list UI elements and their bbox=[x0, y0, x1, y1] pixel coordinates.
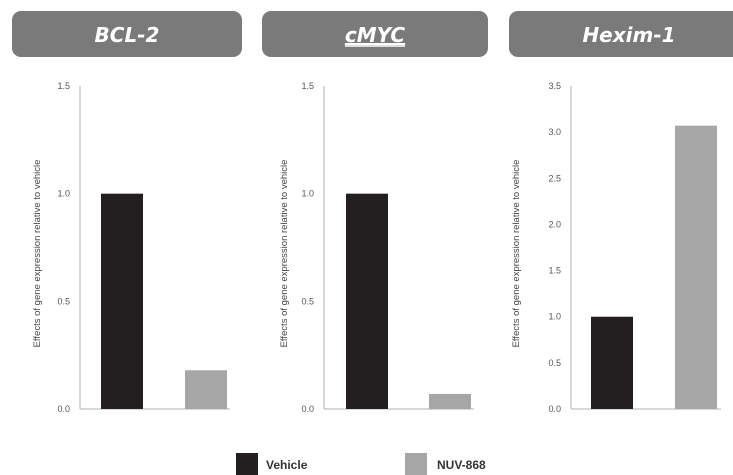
legend-label-vehicle: Vehicle bbox=[266, 458, 308, 472]
y-tick-label-cmyc: 0.5 bbox=[301, 296, 314, 306]
panel-hexim1: Hexim-1 0.0 0.5 1.0 1.5 2.0 2.5 3.0 3.5 Effects o… bbox=[509, 11, 733, 414]
bar-bcl2-vehicle bbox=[101, 193, 143, 409]
y-tick-label-cmyc: 1.5 bbox=[301, 81, 314, 91]
y-tick-label-hexim1: 2.0 bbox=[548, 219, 561, 229]
y-axis-label-bcl2: Effects of gene expression relative to v… bbox=[32, 160, 43, 348]
y-tick-label-cmyc: 0.0 bbox=[301, 404, 314, 414]
y-tick-label-bcl2: 1.5 bbox=[57, 81, 70, 91]
legend: Vehicle NUV-868 bbox=[236, 453, 486, 475]
y-tick-label-cmyc: 1.0 bbox=[301, 189, 314, 199]
y-tick-label-hexim1: 3.5 bbox=[548, 81, 561, 91]
y-tick-label-hexim1: 1.0 bbox=[548, 312, 561, 322]
bar-hexim1-vehicle bbox=[591, 316, 633, 409]
bar-cmyc-nuv-868 bbox=[429, 393, 471, 409]
panel-header-bcl2 bbox=[12, 11, 242, 57]
y-tick-label-bcl2: 0.5 bbox=[57, 296, 70, 306]
legend-swatch-nuv-868 bbox=[405, 453, 427, 475]
panel-header-cmyc bbox=[262, 11, 488, 57]
y-tick-label-hexim1: 2.5 bbox=[548, 173, 561, 183]
y-tick-label-hexim1: 3.0 bbox=[548, 127, 561, 137]
y-tick-label-bcl2: 0.0 bbox=[57, 404, 70, 414]
panel-title-cmyc: cMYC bbox=[345, 23, 406, 47]
bar-bcl2-nuv-868 bbox=[185, 370, 227, 409]
y-tick-label-hexim1: 0.0 bbox=[548, 404, 561, 414]
panel-bcl2: BCL-2 0.0 0.5 1.0 1.5 Effects of gene express… bbox=[12, 11, 242, 414]
panel-title-hexim1: Hexim-1 bbox=[582, 23, 675, 47]
panel-header-hexim1 bbox=[509, 11, 733, 57]
y-tick-label-bcl2: 1.0 bbox=[57, 189, 70, 199]
legend-label-nuv-868: NUV-868 bbox=[437, 458, 486, 472]
bar-cmyc-vehicle bbox=[346, 193, 388, 409]
y-axis-label-hexim1: Effects of gene expression relative to v… bbox=[511, 160, 522, 348]
y-axis-label-cmyc: Effects of gene expression relative to v… bbox=[279, 160, 290, 348]
legend-swatch-vehicle bbox=[236, 453, 258, 475]
y-tick-label-hexim1: 1.5 bbox=[548, 266, 561, 276]
y-tick-label-hexim1: 0.5 bbox=[548, 358, 561, 368]
bar-hexim1-nuv-868 bbox=[675, 125, 717, 409]
panel-title-bcl2: BCL-2 bbox=[95, 23, 160, 47]
panel-cmyc: cMYC 0.0 0.5 1.0 1.5 Effects of gene expressi… bbox=[262, 11, 488, 414]
